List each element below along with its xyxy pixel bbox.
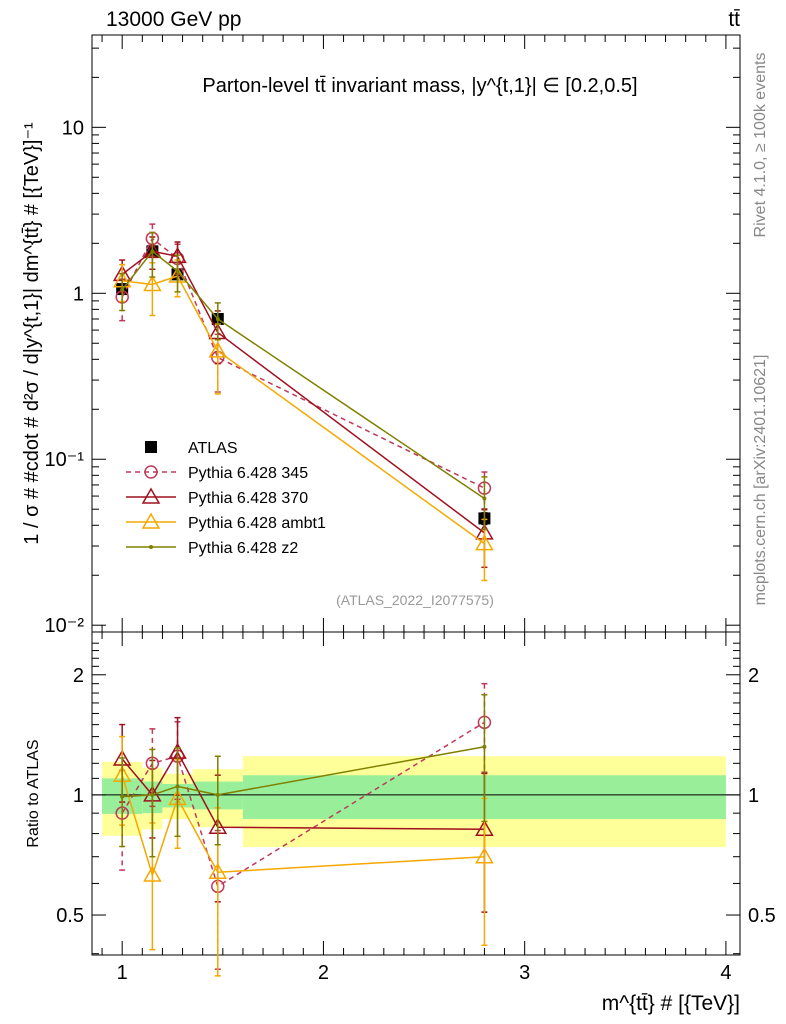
ratio-pythia-6-428-z2-point	[482, 744, 487, 749]
y-tick-label: 10	[62, 117, 84, 139]
y-tick-label: 1	[73, 283, 84, 305]
ratio-pythia-6-428-ambt1-point	[208, 862, 228, 879]
main-pythia-6-428-ambt1-point	[143, 274, 162, 292]
ratio-pythia-6-428-z2-point	[215, 792, 220, 797]
header-right: tt̄	[728, 8, 740, 31]
ratio-pythia-6-428-z2-point	[150, 792, 155, 797]
ratio-frame	[91, 631, 741, 956]
x-tick-label: 4	[720, 962, 731, 984]
main-pythia-6-428-ambt1-point	[208, 341, 228, 358]
main-pythia-6-428-z2-point	[175, 269, 180, 274]
y-axis-label: 1 / σ # #cdot # d²σ / d|y^{t,1}| dm^{tt̄…	[21, 122, 43, 545]
ratio-y-tick-label-right: 0.5	[748, 905, 776, 927]
legend-marker	[149, 545, 153, 549]
ratio-pythia-6-428-z2-point	[120, 794, 125, 799]
legend-marker	[144, 465, 158, 479]
main-pythia-6-428-z2-line	[121, 250, 485, 500]
main-pythia-6-428-z2-point	[482, 496, 487, 501]
legend-label: ATLAS	[188, 440, 238, 457]
legend-label: Pythia 6.428 ambt1	[188, 515, 326, 532]
mcplots-label: mcplots.cern.ch [arXiv:2401.10621]	[752, 355, 769, 606]
legend-marker	[141, 512, 161, 529]
ratio-y-tick-label-right: 1	[748, 785, 759, 807]
x-axis-label: m^{tt̄} # [{TeV}]	[602, 992, 740, 1015]
rivet-version-label: Rivet 4.1.0, ≥ 100k events	[752, 53, 769, 238]
ratio-pythia-6-428-ambt1-point	[475, 847, 494, 864]
legend-label: Pythia 6.428 z2	[188, 540, 298, 557]
main-pythia-6-428-ambt1-point	[475, 534, 494, 551]
y-tick-label: 10⁻²	[45, 615, 85, 637]
x-tick-label: 3	[519, 962, 530, 984]
ratio-y-tick-label-right: 2	[748, 665, 759, 687]
legend-marker	[145, 441, 157, 453]
ratio-pythia-6-428-ambt1-point	[143, 865, 162, 882]
y-tick-label: 10⁻¹	[45, 449, 85, 471]
main-pythia-6-428-z2-point	[215, 316, 220, 321]
legend-label: Pythia 6.428 370	[188, 490, 308, 507]
ratio-pythia-6-428-z2-point	[175, 784, 180, 789]
analysis-id: (ATLAS_2022_I2077575)	[336, 592, 494, 608]
ratio-y-tick-label: 0.5	[56, 905, 84, 927]
x-tick-label: 2	[318, 962, 329, 984]
main-pythia-6-428-z2-point	[120, 287, 125, 292]
ratio-y-tick-label: 1	[73, 785, 84, 807]
header-left: 13000 GeV pp	[106, 8, 241, 31]
legend-marker	[141, 487, 161, 504]
ratio-y-axis-label: Ratio to ATLAS	[25, 739, 42, 847]
ratio-y-tick-label: 2	[73, 665, 84, 687]
main-pythia-6-428-z2-point	[150, 249, 155, 254]
legend-label: Pythia 6.428 345	[188, 465, 308, 482]
plot-title: Parton-level tt̄ invariant mass, |y^{t,1…	[202, 75, 637, 97]
x-tick-label: 1	[117, 962, 128, 984]
